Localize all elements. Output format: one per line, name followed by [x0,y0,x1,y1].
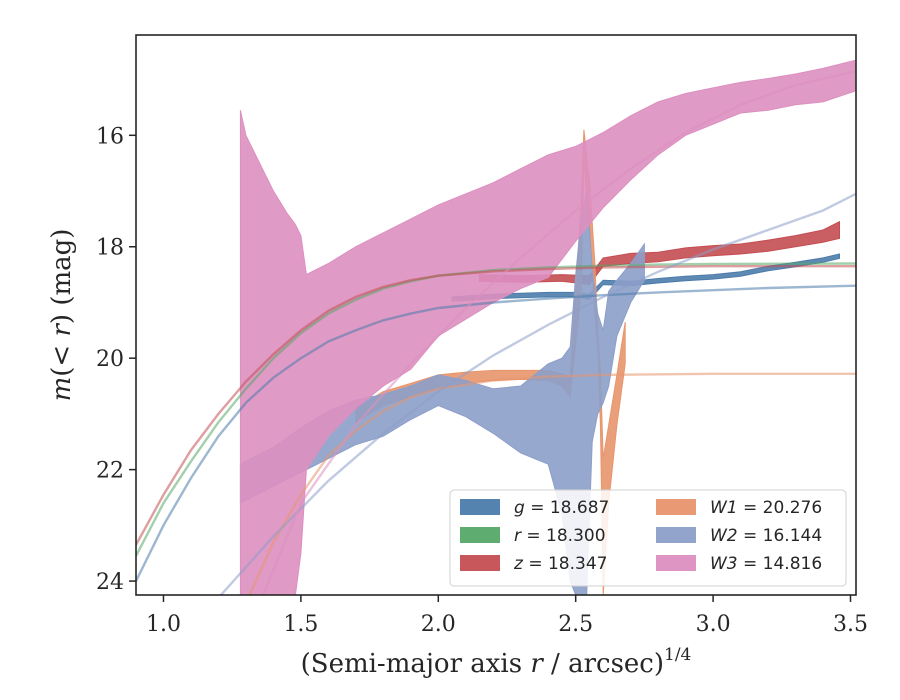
band-w2 [239,190,645,595]
y-tick-label: 18 [96,236,124,261]
model-curve-w3 [261,70,856,595]
legend-swatch-g [460,499,500,515]
legend-swatch-r [460,527,500,543]
legend-box [449,489,847,587]
model-curves [136,70,856,595]
legend-swatch-w1 [656,499,696,515]
x-tick-label: 2.5 [558,612,593,637]
model-curve-w2 [219,192,856,595]
x-axis-title: (Semi-major axis r / arcsec)1/4 [301,645,692,679]
legend-swatch-z [460,555,500,571]
model-curve-r [136,262,856,557]
legend-label-z: z = 18.347 [513,554,607,574]
band-z [479,220,840,286]
y-tick-label: 16 [96,124,124,149]
y-tick-label: 24 [96,570,124,595]
x-tick-label: 3.0 [696,612,731,637]
y-tick-label: 20 [96,347,124,372]
y-axis-title: m(< r) (mag) [47,229,77,402]
model-curve-g [136,284,856,582]
legend-swatch-w2 [656,527,696,543]
model-curve-z [136,265,856,546]
legend-label-g: g = 18.687 [514,498,609,518]
x-axis-ticks: 1.0 1.5 2.0 2.5 3.0 3.5 [146,595,868,637]
x-tick-label: 1.0 [146,612,181,637]
x-tick-label: 3.5 [833,612,868,637]
legend-label-w3: W3 = 14.816 [710,554,822,574]
legend-label-w2: W2 = 16.144 [710,526,822,546]
legend-swatch-w3 [656,555,696,571]
x-tick-label: 2.0 [421,612,456,637]
legend-label-w1: W1 = 20.276 [710,498,822,518]
plot-frame [135,34,857,596]
legend: g = 18.687 r = 18.300 z = 18.347 W1 = 20.27… [449,489,847,587]
y-axis-ticks: 16 18 20 22 24 [96,124,136,595]
model-curve-w1 [248,372,856,595]
y-tick-label: 22 [96,459,124,484]
legend-label-r: r = 18.300 [514,526,606,546]
x-tick-label: 1.5 [283,612,318,637]
